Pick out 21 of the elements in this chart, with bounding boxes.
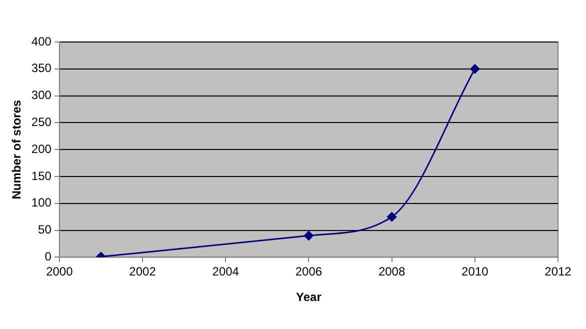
y-tick-label: 250 bbox=[31, 115, 52, 130]
point bbox=[304, 230, 314, 240]
y-tick-label: 350 bbox=[31, 61, 52, 76]
x-tick-label: 2008 bbox=[378, 264, 406, 279]
y-tick-label: 300 bbox=[31, 88, 52, 102]
point bbox=[470, 64, 480, 74]
y-tick-label: 50 bbox=[38, 222, 52, 237]
y-tick-label: 200 bbox=[31, 142, 52, 156]
y-tick-label: 400 bbox=[31, 34, 52, 48]
point bbox=[387, 212, 397, 222]
y-tick-label: 0 bbox=[44, 250, 52, 264]
y-tick-label: 150 bbox=[31, 168, 52, 183]
x-tick-label: 2002 bbox=[129, 264, 156, 279]
x-tick-label: 2000 bbox=[46, 264, 74, 279]
x-axis-title: Year bbox=[296, 290, 322, 304]
x-tick-label: 2004 bbox=[212, 264, 240, 279]
x-tick-label: 2010 bbox=[462, 264, 489, 279]
y-axis-title: Number of stores bbox=[10, 100, 24, 200]
x-tick-label: 2006 bbox=[295, 264, 322, 279]
y-tick-label: 100 bbox=[31, 196, 52, 210]
x-tick-label: 2012 bbox=[544, 264, 572, 279]
